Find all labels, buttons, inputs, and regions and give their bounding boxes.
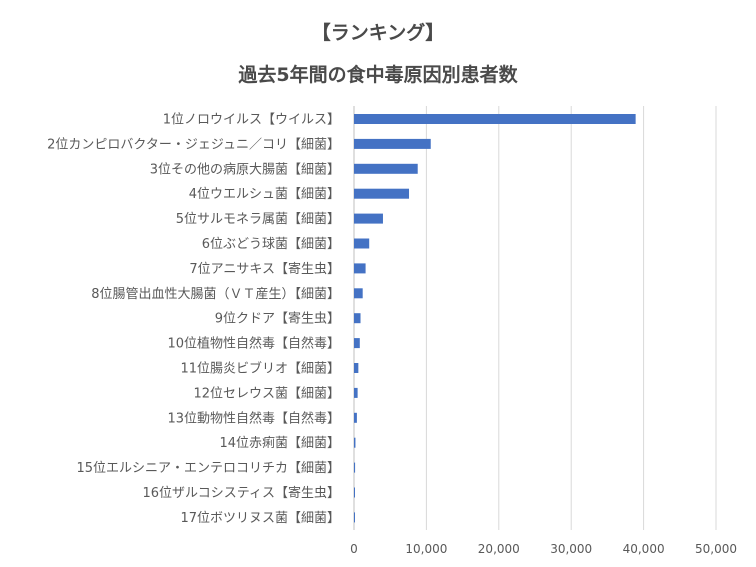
category-label-14: 14位赤痢菌【細菌】 bbox=[219, 435, 340, 451]
category-label-3: 3位その他の病原大腸菌【細菌】 bbox=[150, 162, 340, 177]
category-label-13: 13位動物性自然毒【自然毒】 bbox=[167, 410, 340, 426]
bar-10 bbox=[354, 338, 360, 349]
bar-6 bbox=[354, 238, 370, 249]
category-label-8: 8位腸管出血性大腸菌（ＶＴ産生）【細菌】 bbox=[91, 286, 340, 302]
category-label-11: 11位腸炎ビブリオ【細菌】 bbox=[180, 361, 340, 377]
category-label-7: 7位アニサキス【寄生虫】 bbox=[189, 261, 340, 277]
bar-3 bbox=[354, 163, 418, 174]
chart-title-line1: 【ランキング】 bbox=[311, 22, 445, 44]
bar-12 bbox=[354, 387, 358, 398]
category-label-4: 4位ウエルシュ菌【細菌】 bbox=[189, 187, 340, 202]
category-label-12: 12位セレウス菌【細菌】 bbox=[193, 386, 340, 401]
x-tick-label: 50,000 bbox=[695, 542, 737, 556]
bar-14 bbox=[354, 437, 356, 448]
category-label-1: 1位ノロウイルス【ウイルス】 bbox=[163, 113, 340, 128]
category-label-17: 17位ボツリヌス菌【細菌】 bbox=[180, 511, 340, 526]
category-label-16: 16位ザルコシスティス【寄生虫】 bbox=[142, 485, 340, 501]
x-tick-label: 10,000 bbox=[405, 542, 447, 556]
x-tick-label: 20,000 bbox=[478, 542, 520, 556]
category-label-6: 6位ぶどう球菌【細菌】 bbox=[202, 237, 340, 252]
bar-8 bbox=[354, 288, 363, 299]
category-label-10: 10位植物性自然毒【自然毒】 bbox=[167, 336, 340, 352]
bar-13 bbox=[354, 412, 357, 423]
bar-5 bbox=[354, 213, 383, 224]
bar-11 bbox=[354, 363, 359, 373]
bar-16 bbox=[354, 487, 355, 498]
bar-4 bbox=[354, 188, 410, 199]
chart-title-line2: 過去5年間の食中毒原因別患者数 bbox=[238, 64, 518, 86]
bar-2 bbox=[354, 138, 431, 149]
category-label-5: 5位サルモネラ属菌【細菌】 bbox=[176, 212, 340, 227]
bar-17 bbox=[354, 512, 355, 523]
category-label-9: 9位クドア【寄生虫】 bbox=[215, 311, 340, 327]
x-tick-label: 30,000 bbox=[550, 542, 592, 556]
bar-15 bbox=[354, 462, 356, 473]
category-label-15: 15位エルシニア・エンテロコリチカ【細菌】 bbox=[76, 461, 340, 476]
bar-7 bbox=[354, 263, 366, 274]
category-label-2: 2位カンピロバクター・ジェジュニ／コリ【細菌】 bbox=[47, 137, 340, 152]
x-tick-label: 0 bbox=[350, 542, 358, 556]
bar-1 bbox=[354, 114, 636, 124]
bar-9 bbox=[354, 313, 361, 324]
x-tick-label: 40,000 bbox=[623, 542, 665, 556]
